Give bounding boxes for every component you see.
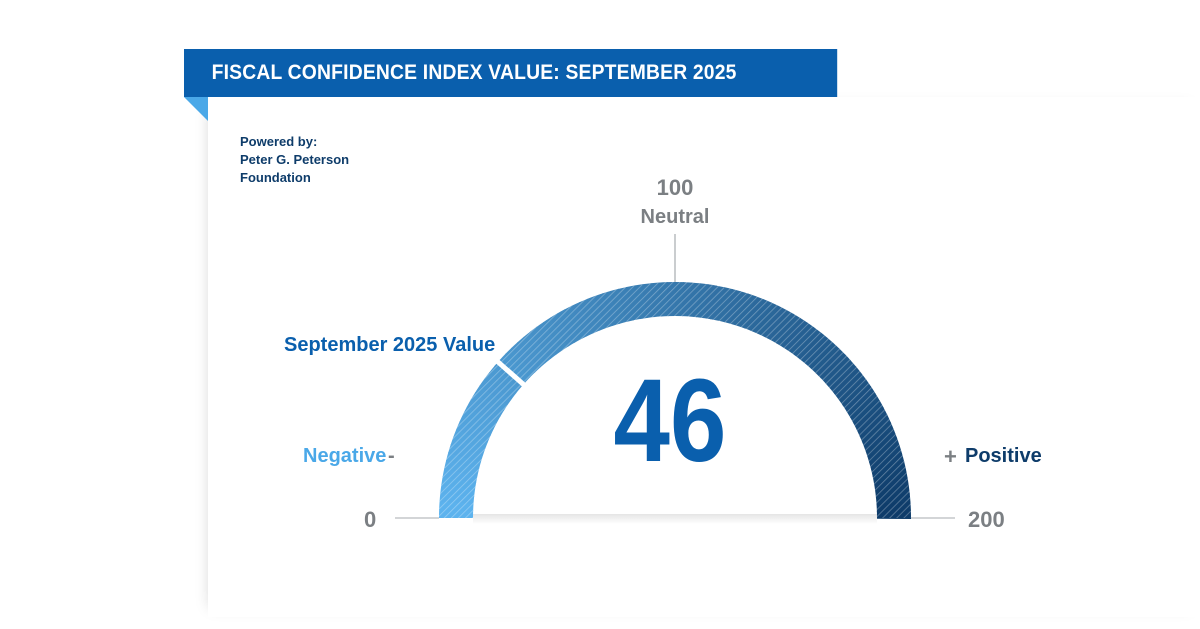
- current-value-caption: September 2025 Value: [284, 334, 496, 356]
- neutral-text-label: Neutral: [640, 206, 710, 228]
- attribution-text: Powered by: Peter G. Peterson Foundation: [240, 134, 350, 185]
- chart-title: FISCAL CONFIDENCE INDEX VALUE: SEPTEMBER…: [184, 49, 838, 97]
- neutral-value-label: 100: [656, 175, 694, 200]
- negative-symbol: -: [388, 445, 395, 467]
- gauge-base-shadow: [473, 514, 877, 524]
- current-value-number: 46: [613, 355, 727, 487]
- axis-max-label: 200: [968, 507, 1005, 532]
- negative-label: Negative: [303, 445, 387, 467]
- axis-min-label: 0: [364, 507, 377, 532]
- gauge-arc-hatch: [439, 282, 911, 518]
- positive-symbol: +: [944, 444, 957, 469]
- positive-label: Positive: [965, 445, 1042, 467]
- value-marker: [495, 359, 526, 387]
- banner-fold-decoration: [184, 97, 208, 121]
